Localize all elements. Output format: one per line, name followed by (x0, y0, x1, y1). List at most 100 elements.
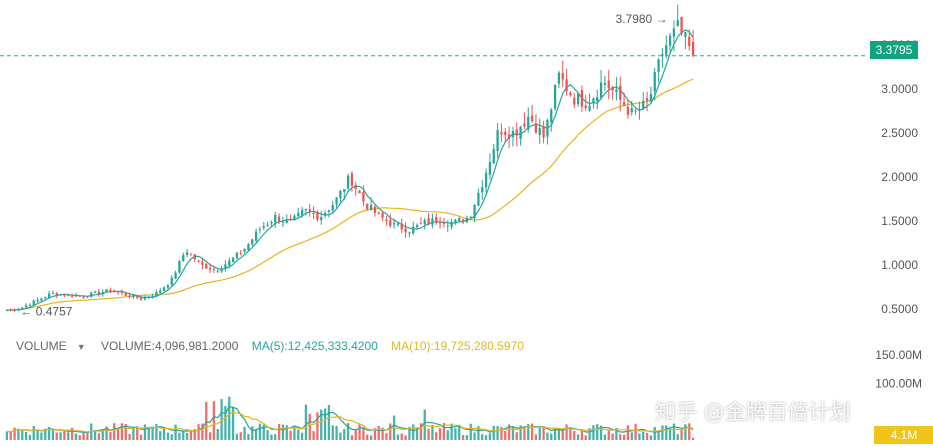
candle-body (373, 206, 377, 213)
volume-bar (504, 431, 507, 440)
candle-body (415, 224, 419, 228)
volume-bar (86, 432, 89, 440)
candle-body (120, 291, 124, 293)
candle-body (258, 229, 262, 231)
volume-bar (116, 429, 120, 440)
volume-bar (557, 428, 561, 440)
volume-bar (312, 431, 315, 440)
candle-body (182, 255, 185, 262)
candle-body (201, 261, 204, 265)
candle-body (281, 221, 285, 223)
candle-body (619, 85, 622, 100)
volume-bar (82, 432, 85, 440)
candle-body (28, 304, 32, 306)
volume-bar (182, 431, 185, 440)
volume-ma-lines (6, 405, 694, 433)
candle-body (17, 308, 20, 311)
candle-body (193, 254, 196, 260)
volume-bar (492, 425, 495, 440)
volume-bar (523, 426, 526, 440)
volume-indicator-name[interactable]: VOLUME (16, 339, 67, 353)
candle-body (105, 289, 108, 293)
candle-body (293, 215, 296, 221)
volume-bar (461, 435, 465, 440)
candle-body (461, 219, 465, 223)
candle-body (212, 268, 216, 270)
dropdown-caret-icon[interactable]: ▼ (76, 342, 86, 352)
candle-body (274, 214, 277, 223)
candle-body (584, 105, 587, 109)
volume-bar (212, 401, 216, 440)
candle-body (297, 212, 300, 217)
price-tick-label: 1.5000 (881, 214, 918, 228)
volume-bar (178, 432, 181, 440)
candle-body (519, 126, 522, 139)
candle-body (638, 110, 641, 112)
candle-body (684, 32, 687, 37)
volume-bar (44, 428, 47, 440)
volume-bar (691, 437, 695, 440)
candle-body (243, 248, 246, 252)
volume-tick-label: 100.00M (875, 376, 922, 390)
volume-bar (5, 431, 9, 440)
volume-bar (28, 434, 32, 440)
volume-bar (231, 406, 235, 440)
candle-body (170, 277, 173, 285)
candle-body (538, 128, 541, 136)
volume-bar (603, 434, 607, 440)
volume-bar (17, 428, 20, 440)
candle-body (266, 224, 269, 226)
volume-bar (381, 427, 384, 440)
candle-body (408, 232, 411, 234)
volume-bar (588, 428, 591, 440)
volume-bar (435, 432, 438, 440)
candle-body (442, 222, 446, 224)
volume-bar (24, 431, 28, 440)
candle-body (477, 192, 480, 206)
candle-body (396, 223, 400, 225)
candle-body (55, 293, 58, 296)
candle-body (247, 243, 250, 251)
candle-body (220, 268, 223, 272)
candle-body (316, 211, 319, 220)
volume-bar (262, 424, 265, 440)
candle-body (36, 299, 39, 302)
candle-body (523, 123, 526, 127)
candle-body (611, 86, 614, 91)
candle-body (304, 208, 308, 211)
volume-bar (266, 430, 269, 440)
volume-bar (684, 424, 687, 440)
volume-bar (477, 426, 480, 440)
candle-body (569, 92, 572, 96)
volume-bar (162, 428, 166, 440)
volume-bar (308, 413, 311, 440)
volume-bar (354, 429, 357, 440)
volume-bar (458, 424, 461, 440)
volume-bar (205, 401, 208, 440)
volume-tick-label: 150.00M (875, 348, 922, 362)
volume-bar (642, 431, 645, 440)
volume-bar (128, 434, 131, 440)
candle-body (653, 72, 656, 92)
volume-bar (415, 427, 419, 440)
candle-body (488, 161, 492, 175)
candle-body (580, 90, 584, 107)
candle-body (657, 59, 660, 72)
candle-body (128, 295, 131, 298)
ma-long-line (6, 78, 694, 311)
candle-body (136, 295, 139, 298)
volume-bar (507, 424, 511, 440)
volume-bar (143, 424, 147, 440)
volume-bar (109, 432, 112, 440)
candle-body (385, 219, 388, 221)
candle-body (431, 218, 434, 225)
candle-body (377, 212, 380, 214)
candle-body (557, 72, 561, 84)
volume-bar (599, 425, 603, 440)
candle-body (24, 305, 28, 308)
volume-bar (423, 409, 426, 440)
volume-bar (469, 423, 472, 440)
volume-bar (323, 408, 327, 440)
candle-body (327, 210, 331, 212)
candle-body (320, 217, 323, 221)
